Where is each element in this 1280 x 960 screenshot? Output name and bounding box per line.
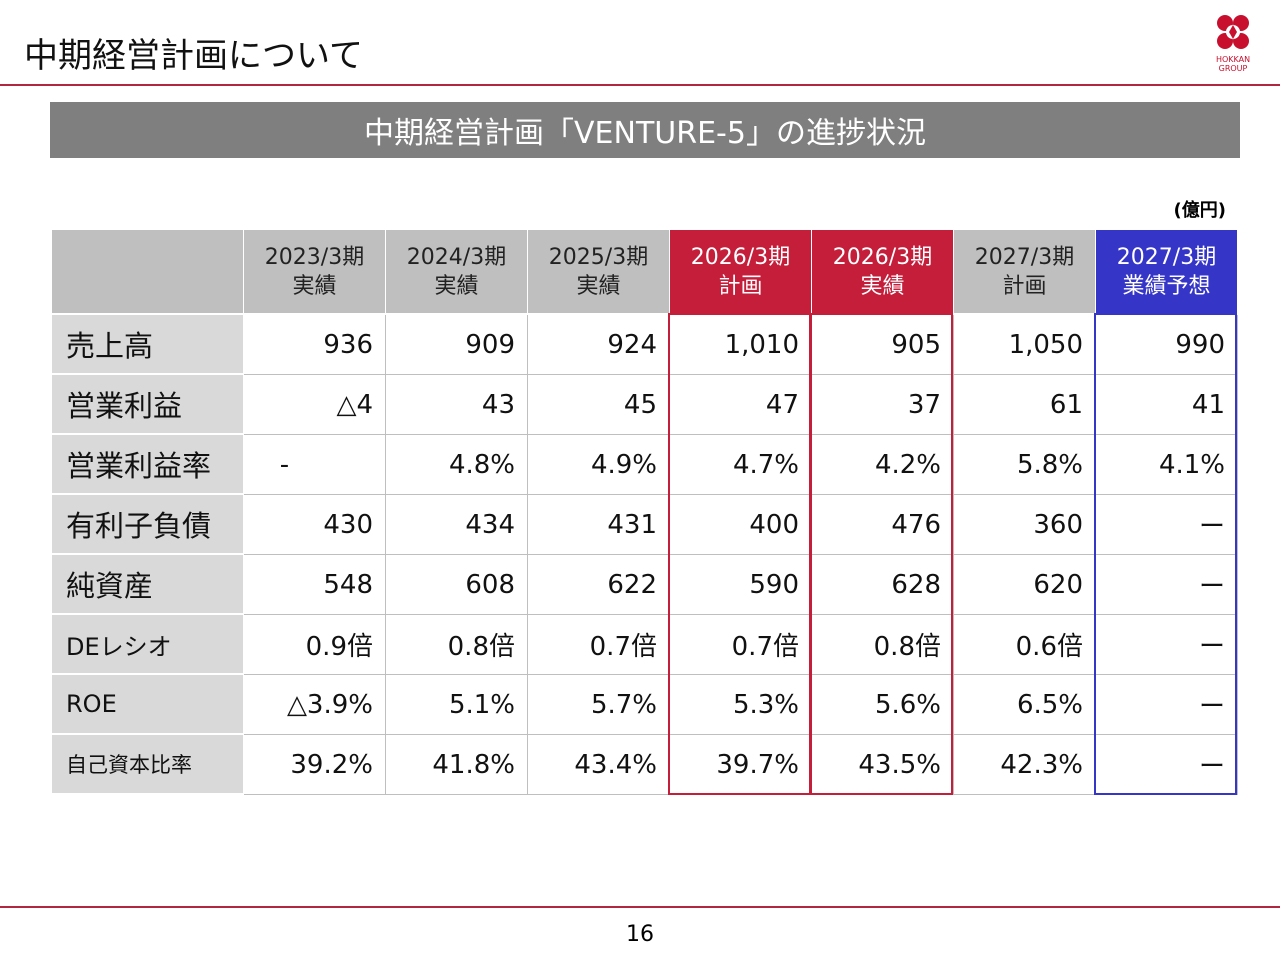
table-cell: 43.5% bbox=[812, 735, 954, 795]
table-cell: 936 bbox=[244, 315, 386, 375]
column-outline bbox=[668, 313, 811, 795]
logo-text: GROUP bbox=[1219, 64, 1248, 73]
page-number: 16 bbox=[626, 922, 654, 947]
table-cell: 4.1% bbox=[1096, 435, 1238, 495]
table-cell: 476 bbox=[812, 495, 954, 555]
column-outline bbox=[810, 313, 953, 795]
slide-title: 中期経営計画について bbox=[24, 36, 363, 76]
table-cell: - bbox=[244, 435, 386, 495]
table-cell: 905 bbox=[812, 315, 954, 375]
row-label: 営業利益 bbox=[52, 375, 243, 435]
column-header-line: 2025/3期 bbox=[548, 244, 649, 270]
table-cell: 41.8% bbox=[386, 735, 528, 795]
column-header-line: 実績 bbox=[434, 273, 479, 299]
column-header-line: 2024/3期 bbox=[406, 244, 507, 270]
table-cell: 590 bbox=[670, 555, 812, 615]
column-header: 2024/3期 実績 bbox=[386, 230, 527, 313]
table-cell: 360 bbox=[954, 495, 1096, 555]
header-corner bbox=[52, 230, 243, 313]
table-cell: 5.6% bbox=[812, 675, 954, 735]
row-label: DEレシオ bbox=[52, 615, 243, 675]
table-cell: 61 bbox=[954, 375, 1096, 435]
footer-rule bbox=[0, 906, 1280, 908]
column-header-line: 2023/3期 bbox=[264, 244, 365, 270]
column-header-line: 2027/3期 bbox=[974, 244, 1075, 270]
table-cell: 0.6倍 bbox=[954, 615, 1096, 675]
table-cell: ー bbox=[1096, 495, 1238, 555]
table-cell: 6.5% bbox=[954, 675, 1096, 735]
table-cell: 45 bbox=[528, 375, 670, 435]
table-cell: 43 bbox=[386, 375, 528, 435]
column-header-line: 2026/3期 bbox=[690, 244, 791, 270]
column-outline bbox=[1094, 313, 1237, 795]
row-label: 営業利益率 bbox=[52, 435, 243, 495]
unit-label: (億円) bbox=[1173, 200, 1226, 221]
row-label: 売上高 bbox=[52, 315, 243, 375]
column-header: 2026/3期 計画 bbox=[670, 230, 811, 313]
table-cell: 924 bbox=[528, 315, 670, 375]
table-cell: 0.8倍 bbox=[386, 615, 528, 675]
column-header-line: 実績 bbox=[576, 273, 621, 299]
table-cell: 431 bbox=[528, 495, 670, 555]
column-header-line: 実績 bbox=[860, 273, 905, 299]
column-header-line: 2027/3期 bbox=[1116, 244, 1217, 270]
table-cell: 0.7倍 bbox=[670, 615, 812, 675]
table-cell: 608 bbox=[386, 555, 528, 615]
table-cell: △3.9% bbox=[244, 675, 386, 735]
table-cell: 4.2% bbox=[812, 435, 954, 495]
column-header-line: 実績 bbox=[292, 273, 337, 299]
table-cell: 0.8倍 bbox=[812, 615, 954, 675]
table-cell: ー bbox=[1096, 675, 1238, 735]
column-header: 2027/3期 計画 bbox=[954, 230, 1095, 313]
table-cell: 620 bbox=[954, 555, 1096, 615]
table-cell: 430 bbox=[244, 495, 386, 555]
table-cell: 5.8% bbox=[954, 435, 1096, 495]
table-cell: 548 bbox=[244, 555, 386, 615]
column-header: 2026/3期 実績 bbox=[812, 230, 953, 313]
table-cell: 42.3% bbox=[954, 735, 1096, 795]
title-rule bbox=[0, 84, 1280, 86]
table-cell: 434 bbox=[386, 495, 528, 555]
table-cell: 43.4% bbox=[528, 735, 670, 795]
table-cell: ー bbox=[1096, 555, 1238, 615]
logo: HOKKAN GROUP bbox=[1216, 15, 1250, 73]
table-cell: 1,050 bbox=[954, 315, 1096, 375]
logo-text: HOKKAN bbox=[1216, 55, 1250, 64]
banner: 中期経営計画「VENTURE-5」の進捗状況 bbox=[50, 102, 1240, 158]
table-cell: 4.8% bbox=[386, 435, 528, 495]
table-cell: 39.2% bbox=[244, 735, 386, 795]
table-cell: 1,010 bbox=[670, 315, 812, 375]
table-cell: 4.9% bbox=[528, 435, 670, 495]
column-header-line: 業績予想 bbox=[1122, 273, 1211, 299]
column-header: 2025/3期 実績 bbox=[528, 230, 669, 313]
table-cell: ー bbox=[1096, 615, 1238, 675]
table-cell: 400 bbox=[670, 495, 812, 555]
table-cell: 909 bbox=[386, 315, 528, 375]
column-header: 2027/3期 業績予想 bbox=[1096, 230, 1237, 313]
table-cell: 5.7% bbox=[528, 675, 670, 735]
table-cell: 41 bbox=[1096, 375, 1238, 435]
table-cell: 990 bbox=[1096, 315, 1238, 375]
table-cell: 622 bbox=[528, 555, 670, 615]
table-cell: 628 bbox=[812, 555, 954, 615]
table-cell: △4 bbox=[244, 375, 386, 435]
table-cell: 0.7倍 bbox=[528, 615, 670, 675]
table-cell: 37 bbox=[812, 375, 954, 435]
row-label: 有利子負債 bbox=[52, 495, 243, 555]
column-header-line: 計画 bbox=[718, 273, 763, 299]
table-cell: 5.1% bbox=[386, 675, 528, 735]
row-label: ROE bbox=[52, 675, 243, 735]
table-cell: 0.9倍 bbox=[244, 615, 386, 675]
column-header-line: 計画 bbox=[1002, 273, 1047, 299]
column-header-line: 2026/3期 bbox=[832, 244, 933, 270]
column-header: 2023/3期 実績 bbox=[244, 230, 385, 313]
row-label: 純資産 bbox=[52, 555, 243, 615]
row-label: 自己資本比率 bbox=[52, 735, 243, 795]
